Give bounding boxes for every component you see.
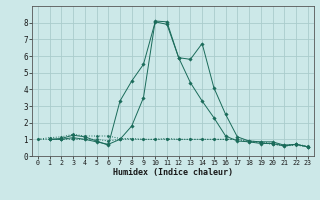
- X-axis label: Humidex (Indice chaleur): Humidex (Indice chaleur): [113, 168, 233, 177]
